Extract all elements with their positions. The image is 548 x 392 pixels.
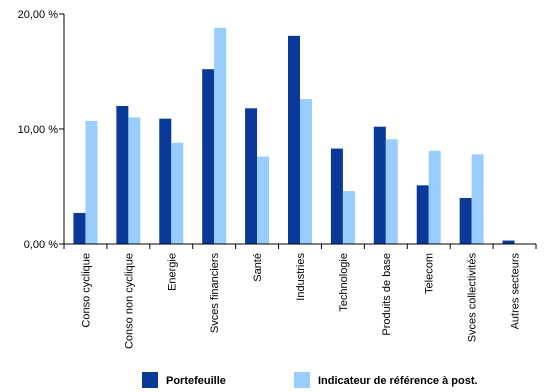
bar-indicateur — [171, 142, 184, 244]
bar-portefeuille — [330, 148, 343, 244]
legend-swatch-portefeuille — [142, 372, 158, 388]
bars — [73, 27, 515, 244]
x-category-label: Santé — [252, 253, 264, 282]
x-category-label: Svces financiers — [209, 253, 221, 334]
x-category-label: Conso non cyclique — [123, 253, 135, 349]
bar-portefeuille — [159, 118, 172, 244]
bar-portefeuille — [459, 198, 472, 244]
legend-swatch-indicateur — [294, 372, 310, 388]
x-axis: Conso cyclique Conso non cyclique Energie S… — [63, 243, 537, 349]
bar-indicateur — [214, 27, 227, 244]
bar-portefeuille — [73, 212, 86, 244]
bar-indicateur — [128, 117, 141, 244]
bar-indicateur — [257, 156, 270, 244]
y-axis: 0,00 % 10,00 % 20,00 % — [18, 9, 65, 251]
x-category-label: Produits de base — [381, 253, 393, 336]
bar-indicateur — [428, 150, 441, 244]
bar-portefeuille — [288, 35, 300, 244]
bar-indicateur — [471, 154, 484, 244]
bar-portefeuille — [502, 240, 515, 244]
x-category-label: Autres secteurs — [510, 253, 522, 330]
legend-label-indicateur: Indicateur de référence à post. — [318, 375, 478, 387]
legend: Portefeuille Indicateur de référence à po… — [142, 372, 478, 388]
x-category-label: Energie — [166, 253, 178, 291]
legend-label-portefeuille: Portefeuille — [166, 375, 226, 387]
y-tick-label: 10,00 % — [18, 124, 59, 136]
bar-portefeuille — [202, 69, 215, 244]
bar-indicateur — [300, 99, 312, 244]
bar-indicateur — [85, 120, 98, 244]
bar-portefeuille — [245, 108, 258, 244]
y-tick-label: 0,00 % — [24, 239, 58, 251]
y-tick-label: 20,00 % — [18, 9, 59, 21]
x-category-label: Telecom — [424, 253, 436, 294]
x-category-label: Industries — [295, 253, 307, 301]
bar-portefeuille — [373, 126, 386, 244]
bar-portefeuille — [116, 106, 129, 244]
x-category-label: Svces collectivités — [467, 253, 479, 343]
x-category-label: Technologie — [338, 253, 350, 312]
bar-indicateur — [342, 191, 355, 244]
x-category-label: Conso cyclique — [80, 253, 92, 328]
bar-indicateur — [385, 139, 398, 244]
bar-portefeuille — [416, 185, 429, 244]
